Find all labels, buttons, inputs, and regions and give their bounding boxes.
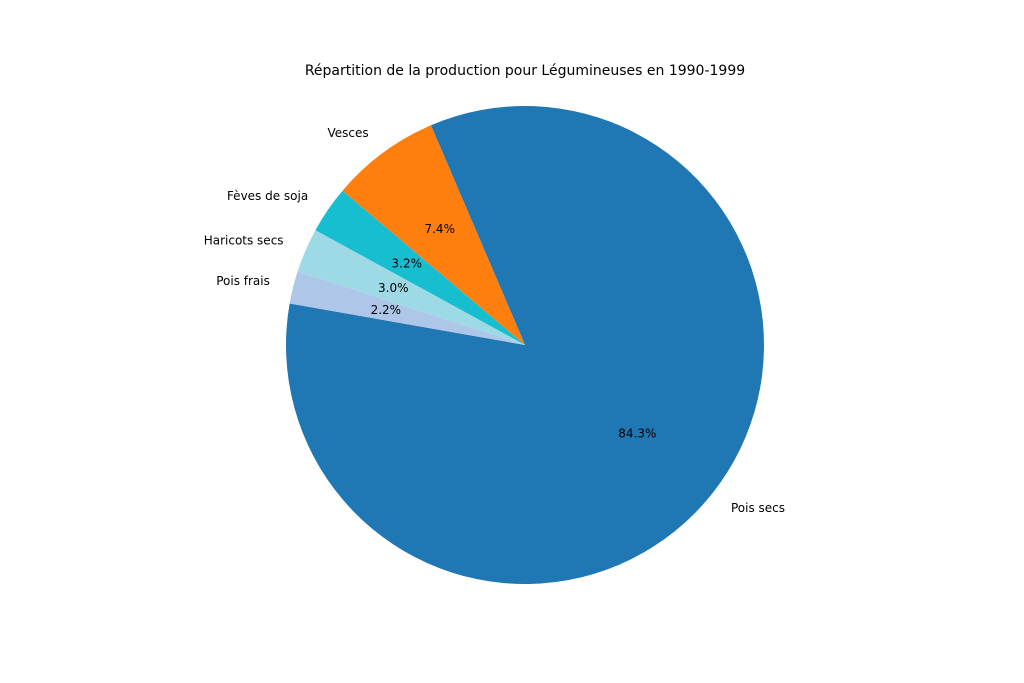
slice-percent-label: 3.2% [392,256,423,270]
slice-percent-label: 7.4% [424,222,455,236]
slice-label: Fèves de soja [227,189,308,203]
pie-slice-f-ves-de-soja [315,190,525,345]
pie-slice-haricots-secs [297,230,525,345]
slice-label: Vesces [328,126,369,140]
slice-label: Pois frais [216,274,270,288]
pie-slices [286,105,764,585]
chart-title: Répartition de la production pour Légumi… [305,63,745,79]
slice-percent-label: 2.2% [371,303,402,317]
pie-slice-pois-frais [289,271,525,345]
slice-percent-label: 3.0% [378,281,409,295]
pie-slice-vesces [342,125,525,345]
pie-labels: Pois secs 84.3% Vesces 7.4% Fèves de soja 3.2… [204,126,785,515]
slice-label: Haricots secs [204,233,284,247]
pie-slice-pois-secs [286,105,764,585]
slice-label: Pois secs [731,501,785,515]
slice-percent-label: 84.3% [618,427,656,441]
